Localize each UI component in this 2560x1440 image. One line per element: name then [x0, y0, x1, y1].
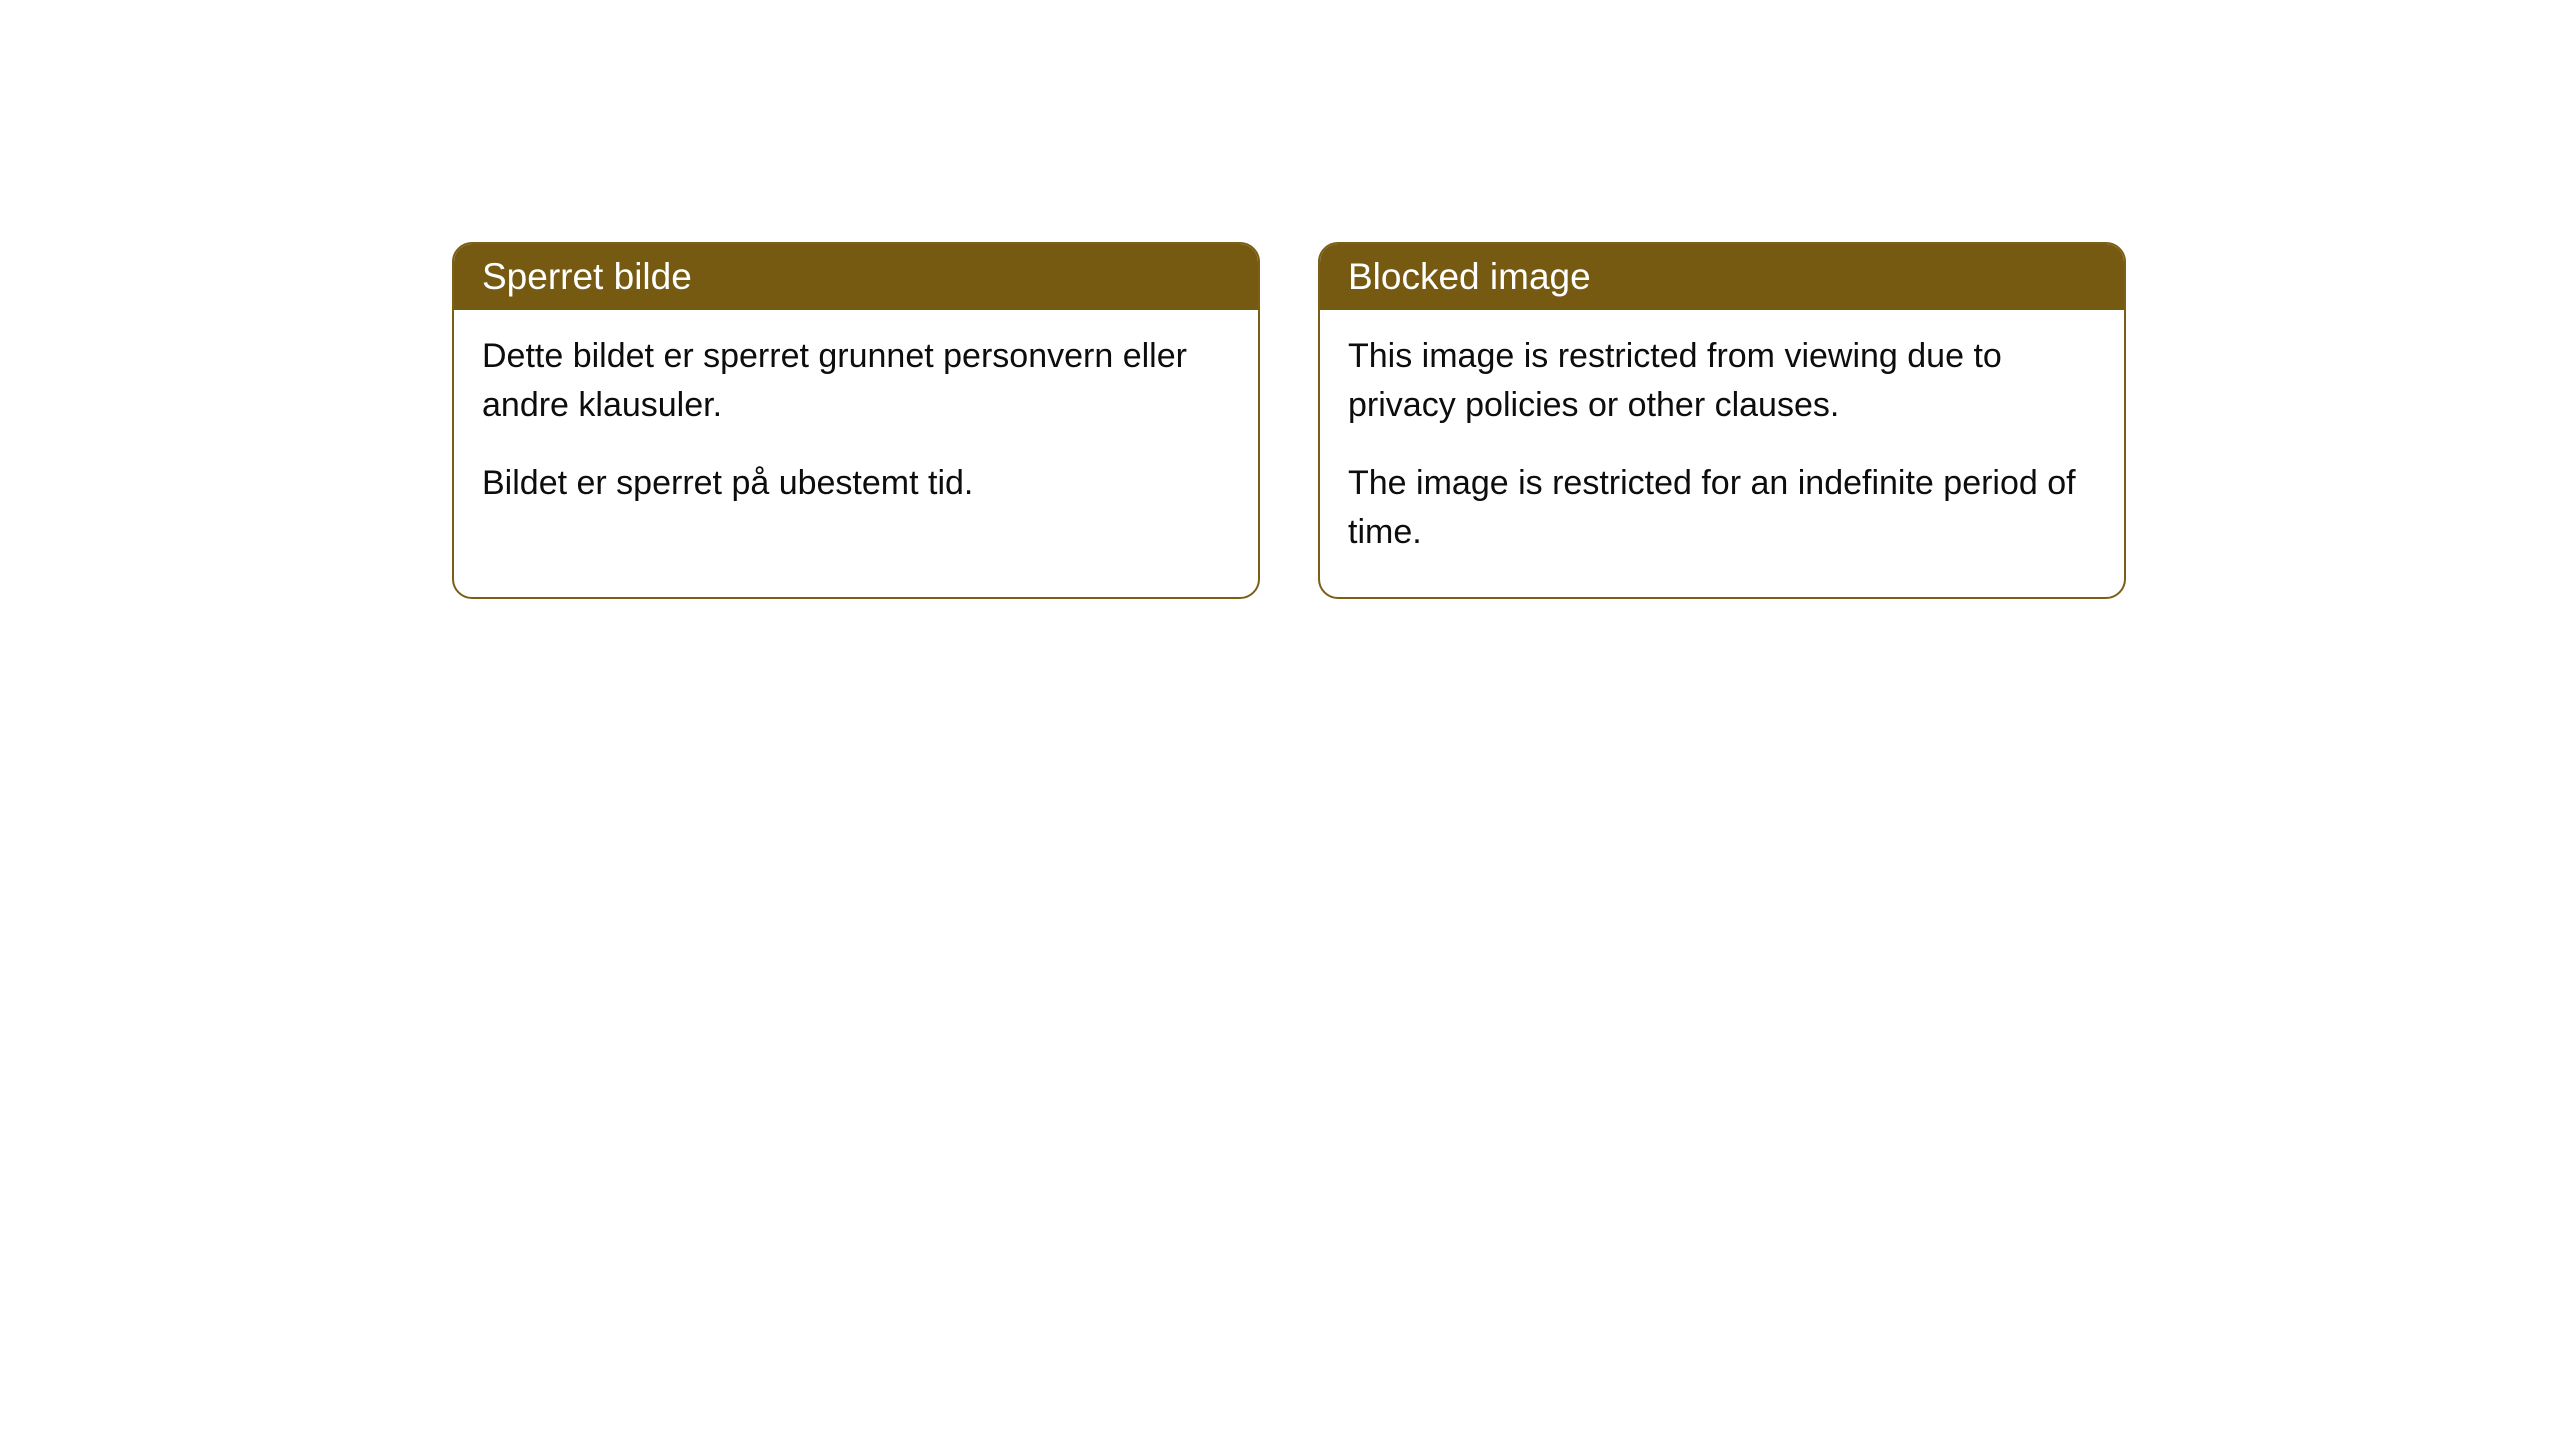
- card-body-no: Dette bildet er sperret grunnet personve…: [454, 310, 1258, 548]
- card-paragraph-2-no: Bildet er sperret på ubestemt tid.: [482, 459, 1230, 508]
- blocked-image-card-no: Sperret bilde Dette bildet er sperret gr…: [452, 242, 1260, 599]
- card-header-en: Blocked image: [1320, 244, 2124, 310]
- card-paragraph-1-no: Dette bildet er sperret grunnet personve…: [482, 332, 1230, 431]
- card-paragraph-2-en: The image is restricted for an indefinit…: [1348, 459, 2096, 558]
- card-paragraph-1-en: This image is restricted from viewing du…: [1348, 332, 2096, 431]
- card-body-en: This image is restricted from viewing du…: [1320, 310, 2124, 597]
- card-header-no: Sperret bilde: [454, 244, 1258, 310]
- blocked-image-card-en: Blocked image This image is restricted f…: [1318, 242, 2126, 599]
- notice-cards-container: Sperret bilde Dette bildet er sperret gr…: [452, 242, 2126, 599]
